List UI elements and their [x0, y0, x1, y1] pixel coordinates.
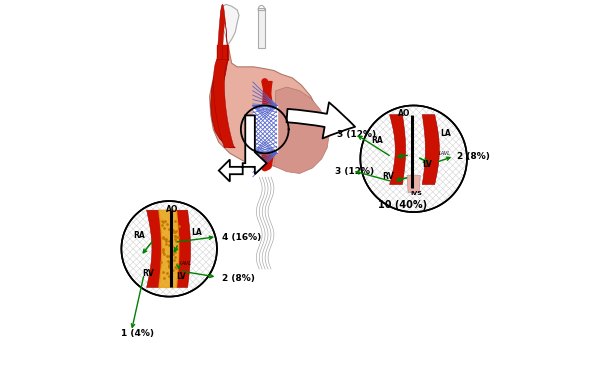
Polygon shape [274, 87, 329, 173]
Polygon shape [262, 82, 272, 166]
Polygon shape [258, 8, 265, 48]
Polygon shape [219, 115, 266, 182]
Polygon shape [121, 201, 217, 297]
Polygon shape [253, 106, 276, 153]
Text: 10 (40%): 10 (40%) [378, 200, 427, 210]
Polygon shape [407, 175, 420, 193]
Polygon shape [221, 4, 239, 45]
Polygon shape [361, 106, 467, 212]
Polygon shape [210, 45, 326, 170]
Polygon shape [265, 82, 272, 168]
Polygon shape [217, 45, 228, 59]
Text: LV: LV [176, 272, 186, 281]
Text: RA: RA [133, 231, 145, 240]
Polygon shape [147, 210, 162, 287]
Text: LV: LV [423, 160, 433, 169]
Text: 2 (8%): 2 (8%) [457, 152, 490, 161]
Text: IVS: IVS [411, 191, 423, 196]
Text: 2 (8%): 2 (8%) [223, 274, 255, 283]
Text: AO: AO [398, 109, 411, 118]
Text: RA: RA [371, 136, 383, 145]
Polygon shape [159, 210, 179, 287]
Text: RV: RV [142, 269, 154, 278]
Text: 1 (4%): 1 (4%) [121, 329, 155, 338]
Polygon shape [390, 115, 406, 184]
Text: 4 (16%): 4 (16%) [223, 233, 262, 242]
Text: LAVL: LAVL [180, 261, 192, 266]
Text: 3 (12%): 3 (12%) [335, 167, 375, 176]
Text: AO: AO [166, 206, 178, 214]
Polygon shape [422, 115, 439, 184]
Polygon shape [176, 210, 191, 287]
Polygon shape [217, 4, 228, 59]
Text: 3 (12%): 3 (12%) [337, 130, 377, 139]
Polygon shape [211, 59, 236, 148]
Text: LA: LA [191, 228, 202, 237]
Text: LA: LA [440, 129, 451, 138]
Text: LAVL: LAVL [439, 151, 451, 156]
Text: RV: RV [382, 172, 394, 181]
Polygon shape [214, 59, 234, 148]
